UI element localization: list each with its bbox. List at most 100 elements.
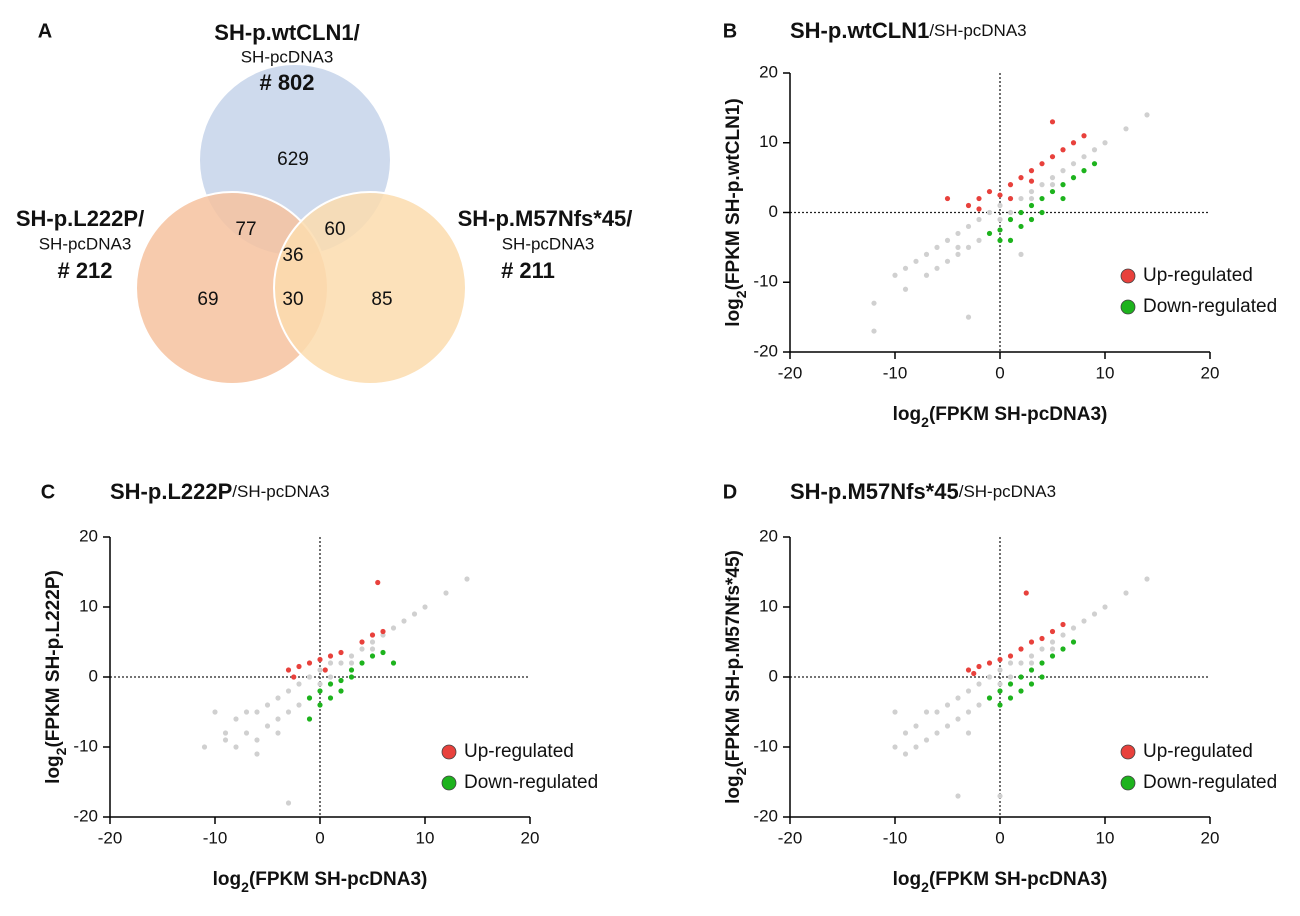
panel-letter: D (723, 481, 737, 503)
point (201, 744, 208, 750)
point (997, 202, 1003, 209)
x-tick-label: 0 (995, 828, 1004, 847)
label-part: log (893, 869, 922, 890)
point (1123, 126, 1129, 132)
point (902, 286, 909, 292)
point (1049, 646, 1056, 652)
point (369, 632, 376, 638)
label-part: (FPKM SH-p.wtCLN1) (723, 98, 744, 290)
point (986, 209, 993, 216)
point (1091, 161, 1098, 167)
y-tick-label: 0 (769, 202, 778, 221)
point (1039, 209, 1045, 216)
point (348, 653, 355, 659)
point (291, 674, 297, 680)
point (944, 237, 951, 243)
point (923, 737, 930, 743)
y-tick-label: 20 (759, 526, 778, 545)
point (923, 251, 930, 257)
point (285, 800, 292, 806)
y-tick-label: -10 (753, 736, 778, 755)
region-count: 60 (324, 219, 345, 240)
point (296, 681, 302, 687)
x-tick-label: 10 (1096, 828, 1115, 847)
point (1081, 133, 1087, 139)
point (317, 688, 323, 694)
panel-letter: A (38, 20, 52, 42)
point (285, 667, 292, 673)
point (1039, 674, 1045, 680)
point (1039, 182, 1045, 188)
point (275, 730, 281, 736)
x-tick-label: 0 (315, 828, 324, 847)
panel-letter: C (41, 481, 55, 503)
point (1018, 175, 1024, 181)
title-main: SH-p.wtCLN1 (790, 18, 929, 43)
y-tick-label: 10 (759, 596, 778, 615)
point (1039, 161, 1045, 167)
point (944, 195, 951, 202)
chart-title: SH-p.wtCLN1/SH-pcDNA3 (790, 18, 1027, 43)
point (1007, 216, 1014, 223)
point (986, 188, 993, 195)
point (923, 272, 930, 278)
point (1060, 147, 1066, 153)
y-tick-label: 10 (79, 596, 98, 615)
point (275, 716, 281, 722)
point (338, 688, 344, 694)
title-sub: /SH-pcDNA3 (232, 482, 329, 501)
point (902, 751, 909, 757)
point (944, 723, 951, 729)
point (913, 744, 919, 750)
point (1007, 695, 1014, 701)
label-subscript: 2 (241, 879, 249, 895)
x-tick-label: 10 (416, 828, 435, 847)
point (871, 300, 877, 306)
point (997, 681, 1003, 687)
point (1028, 178, 1035, 184)
point (976, 195, 982, 202)
legend-label: Down-regulated (1143, 296, 1277, 317)
point (1049, 154, 1056, 160)
point (1018, 688, 1024, 694)
point (317, 702, 323, 708)
point (1102, 140, 1108, 146)
point (997, 793, 1003, 799)
point (955, 716, 961, 722)
point (317, 656, 323, 663)
point (976, 681, 982, 687)
point (1049, 653, 1056, 659)
point (401, 618, 407, 624)
y-tick-label: -10 (753, 272, 778, 291)
point (1060, 646, 1066, 652)
point (1018, 646, 1024, 652)
point (380, 628, 386, 635)
label-part: (FPKM SH-pcDNA3) (249, 869, 427, 890)
legend-label: Up-regulated (1143, 741, 1253, 762)
region-count: 36 (282, 245, 303, 266)
point (1091, 147, 1098, 153)
point (1028, 667, 1035, 673)
point (359, 646, 365, 652)
point (306, 716, 313, 722)
point (1070, 639, 1077, 645)
point (986, 695, 993, 701)
y-tick-label: -20 (753, 806, 778, 825)
point (923, 709, 930, 715)
point (965, 202, 972, 209)
point (390, 625, 397, 631)
point (1144, 112, 1150, 118)
point (965, 667, 972, 673)
point (327, 695, 334, 701)
point (306, 660, 313, 666)
point (327, 653, 334, 659)
label-subscript: 2 (921, 879, 929, 895)
point (1039, 646, 1045, 652)
point (1060, 632, 1066, 638)
title-sub: /SH-pcDNA3 (959, 482, 1056, 501)
region-count: 85 (371, 289, 392, 310)
set-name: SH-p.L222P/ (16, 206, 144, 231)
x-axis-label: log2(FPKM SH-pcDNA3) (213, 869, 428, 895)
point (1123, 590, 1129, 596)
point (1081, 154, 1087, 160)
